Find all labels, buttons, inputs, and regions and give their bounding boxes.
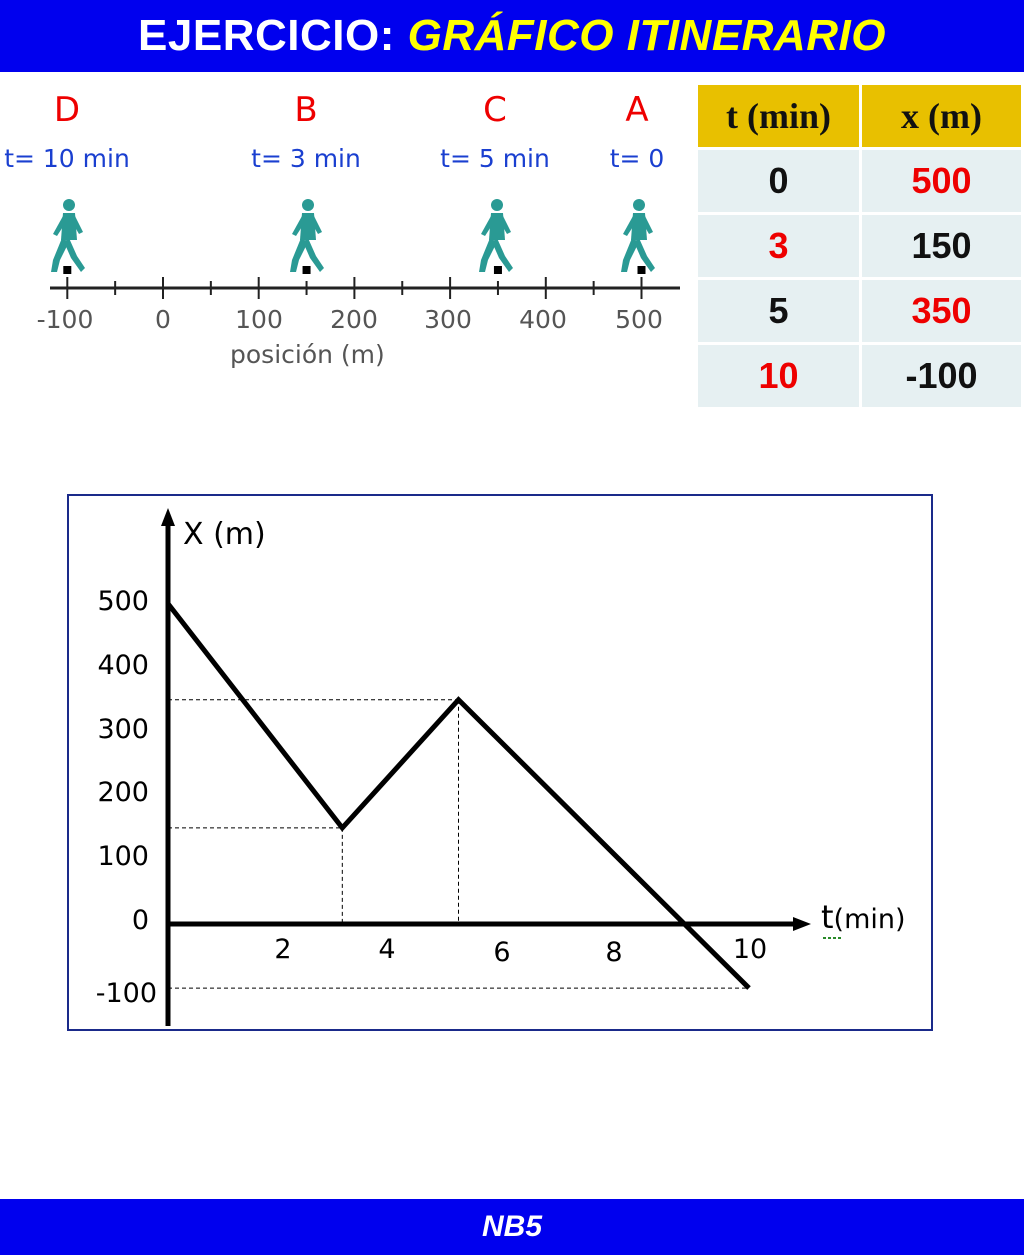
walker-letter: C: [483, 90, 507, 130]
table-cell-position: 500: [862, 150, 1021, 212]
pos-tick-label: 100: [235, 305, 283, 334]
x-tick-label: 10: [733, 934, 767, 965]
walker-time: t= 0: [609, 144, 665, 173]
position-marker: [493, 266, 502, 274]
series-line: [166, 602, 751, 990]
table-cell-time: 5: [698, 280, 860, 342]
table-row: 5 350: [698, 280, 1021, 342]
walker-time: t= 3 min: [251, 144, 361, 173]
position-track: D t= 10 min B t= 3 min C t= 5 min: [0, 90, 690, 390]
position-marker: [302, 266, 311, 274]
chart-frame: X (m) t(min) 500 400 300 200 100 0 -100 …: [67, 494, 933, 1031]
table-cell-position: 150: [862, 215, 1021, 277]
table-header-position: x (m): [862, 85, 1021, 147]
pos-tick-label: 400: [519, 305, 567, 334]
position-marker: [637, 266, 646, 274]
walker-time: t= 10 min: [4, 144, 130, 173]
y-tick-label: 300: [97, 714, 149, 745]
x-tick-label: 6: [493, 937, 510, 968]
position-axis: -100 0 100 200 300 400 500: [37, 266, 680, 334]
position-time-chart: X (m) t(min) 500 400 300 200 100 0 -100 …: [96, 508, 906, 1026]
walker-letter: B: [294, 90, 318, 130]
walking-person-icon: [51, 199, 85, 272]
table-cell-position: 350: [862, 280, 1021, 342]
y-tick-label: 500: [97, 586, 149, 617]
y-tick-label: 100: [97, 841, 149, 872]
title-accent: GRÁFICO ITINERARIO: [407, 11, 886, 60]
x-tick-label: 8: [605, 937, 622, 968]
x-axis-label-t: t: [821, 898, 834, 936]
position-markers: [63, 266, 646, 274]
position-marker: [63, 266, 72, 274]
x-axis-arrow: [793, 917, 811, 931]
x-tick-label: 2: [274, 934, 291, 965]
position-axis-label: posición (m): [230, 340, 385, 369]
table-cell-time: 10: [698, 345, 860, 407]
page-title: EJERCICIO: GRÁFICO ITINERARIO: [138, 11, 886, 61]
y-axis-label: X (m): [183, 517, 266, 552]
y-axis-arrow: [161, 508, 175, 526]
y-tick-label: 0: [132, 905, 149, 936]
pos-tick-label: 500: [615, 305, 663, 334]
walking-person-icon: [621, 199, 655, 272]
x-axis-label-unit: (min): [834, 904, 906, 935]
table-row: 3 150: [698, 215, 1021, 277]
time-position-table: t (min) x (m) 0 500 3 150 5 350 10 -100: [695, 82, 1024, 410]
walker-letter: D: [53, 90, 81, 130]
x-tick-label: 4: [378, 934, 395, 965]
position-axis-ticks: [66, 277, 643, 299]
walking-person-icon: [290, 199, 324, 272]
table-row: 0 500: [698, 150, 1021, 212]
table-row: 10 -100: [698, 345, 1021, 407]
table-cell-position: -100: [862, 345, 1021, 407]
walking-person-icon: [479, 199, 513, 272]
table-cell-time: 0: [698, 150, 860, 212]
footer-banner: NB5: [0, 1199, 1024, 1255]
table-header-time: t (min): [698, 85, 860, 147]
walker-letter: A: [625, 90, 649, 130]
footer-label: NB5: [481, 1210, 542, 1243]
x-axis-label: t(min): [821, 898, 906, 936]
pos-tick-label: 0: [155, 305, 171, 334]
y-tick-label: 200: [97, 777, 149, 808]
table-header-row: t (min) x (m): [698, 85, 1021, 147]
pos-tick-label: -100: [37, 305, 94, 334]
title-banner: EJERCICIO: GRÁFICO ITINERARIO: [0, 0, 1024, 72]
walker-time: t= 5 min: [440, 144, 550, 173]
pos-tick-label: 200: [330, 305, 378, 334]
y-tick-label: 400: [97, 650, 149, 681]
title-main: EJERCICIO:: [138, 11, 395, 60]
table-cell-time: 3: [698, 215, 860, 277]
y-tick-label: -100: [96, 978, 157, 1009]
chart-guides: [168, 699, 749, 989]
pos-tick-label: 300: [424, 305, 472, 334]
